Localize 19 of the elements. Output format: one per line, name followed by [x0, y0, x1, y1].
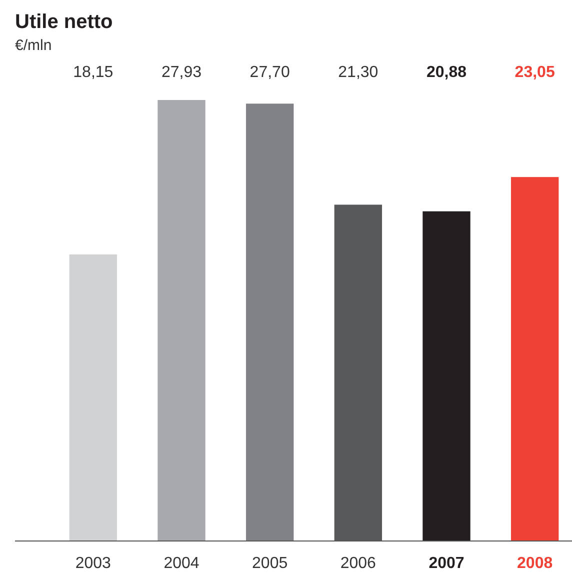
chart-title: Utile netto: [15, 11, 113, 33]
data-label: 27,93: [161, 64, 202, 81]
x-tick-label: 2006: [340, 555, 376, 572]
data-label: 20,88: [426, 64, 467, 81]
x-tick-label: 2003: [75, 555, 112, 572]
bar: [158, 100, 206, 541]
x-tick-label: 2005: [252, 555, 288, 572]
bar: [422, 211, 470, 541]
data-label: 21,30: [338, 64, 378, 81]
bar: [246, 104, 294, 541]
chart-subtitle: €/mln: [15, 37, 52, 54]
x-tick-label: 2004: [164, 555, 200, 572]
data-label: 23,05: [514, 64, 555, 81]
bar: [69, 254, 118, 541]
x-tick-label: 2008: [517, 555, 553, 572]
data-label: 27,70: [250, 64, 290, 81]
x-tick-label: 2007: [428, 555, 464, 572]
bar: [510, 177, 559, 541]
data-label: 18,15: [73, 64, 114, 81]
